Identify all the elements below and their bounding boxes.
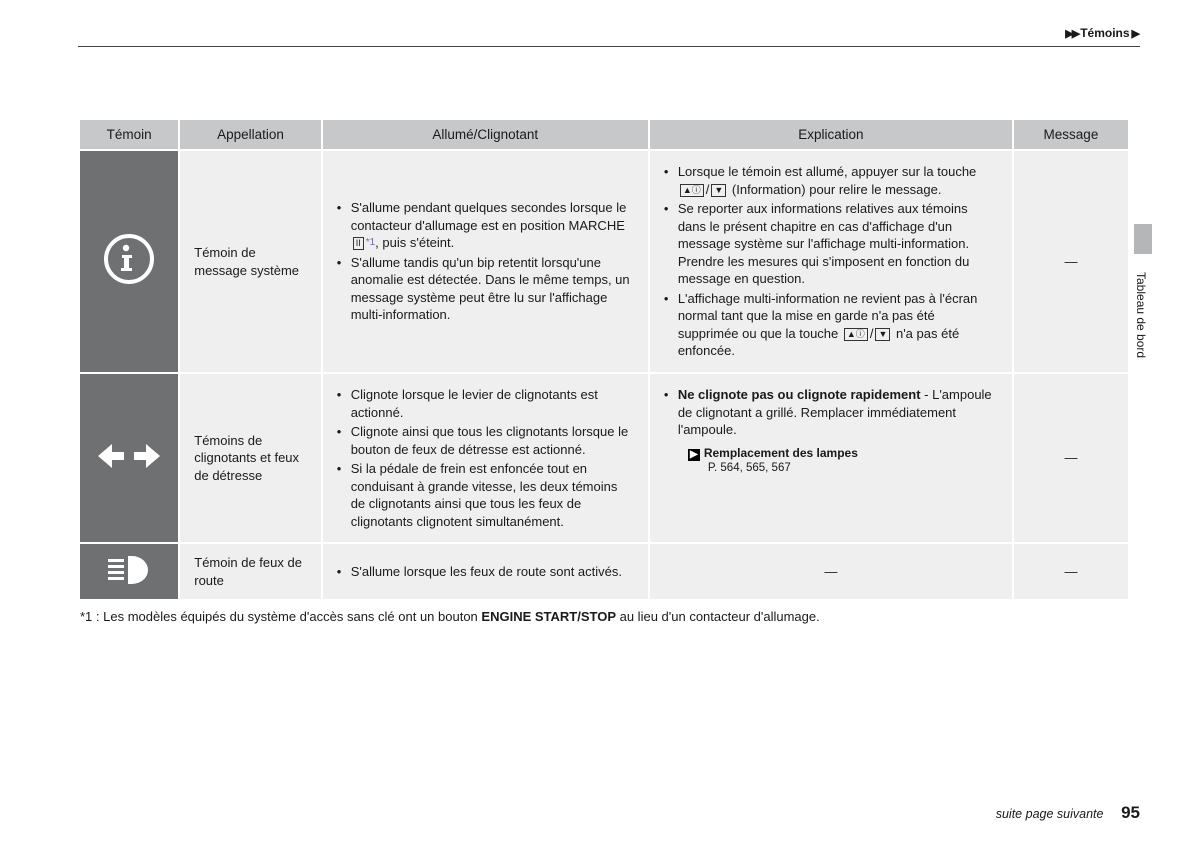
indicator-icon-cell [79, 373, 179, 543]
side-tab-marker [1134, 224, 1152, 254]
indicator-explanation: — [649, 543, 1013, 600]
indicator-lit: S'allume pendant quelques secondes lorsq… [322, 150, 649, 373]
indicator-lit: S'allume lorsque les feux de route sont … [322, 543, 649, 600]
indicator-explanation: Lorsque le témoin est allumé, appuyer su… [649, 150, 1013, 373]
main-content: Témoin Appellation Allumé/Clignotant Exp… [78, 118, 1130, 624]
continued-label: suite page suivante [996, 807, 1104, 821]
xref-marker-icon: ▶ [688, 449, 700, 461]
indicator-message: — [1013, 543, 1129, 600]
indicator-name: Témoins de clignotants et feux de détres… [179, 373, 321, 543]
breadcrumb-arrow-end: ▶ [1132, 28, 1138, 40]
page-number: 95 [1121, 803, 1140, 822]
indicator-name: Témoin de feux de route [179, 543, 321, 600]
list-item: Ne clignote pas ou clignote rapidement -… [676, 386, 998, 439]
info-down-button-icon: ▼ [875, 328, 890, 341]
breadcrumb-arrows: ▶▶ [1065, 28, 1078, 40]
ignition-ii-icon: II [353, 237, 364, 250]
info-icon [102, 232, 156, 286]
info-down-button-icon: ▼ [711, 184, 726, 197]
table-row: Témoin de feux de route S'allume lorsque… [79, 543, 1129, 600]
high-beam-icon [102, 550, 156, 590]
col-explication: Explication [649, 119, 1013, 150]
list-item: Si la pédale de frein est enfoncée tout … [349, 460, 634, 530]
indicators-table: Témoin Appellation Allumé/Clignotant Exp… [78, 118, 1130, 601]
breadcrumb: ▶▶Témoins▶ [1063, 26, 1140, 40]
header-rule [78, 46, 1140, 47]
side-tab: Tableau de bord [1134, 232, 1152, 462]
info-up-button-icon: ▲ⓘ [844, 328, 868, 341]
list-item: L'affichage multi-information ne revient… [676, 290, 998, 360]
indicator-icon-cell [79, 150, 179, 373]
cross-reference: ▶Remplacement des lampes [688, 445, 998, 461]
indicator-icon-cell [79, 543, 179, 600]
page-footer: suite page suivante 95 [996, 803, 1140, 823]
list-item: Clignote ainsi que tous les clignotants … [349, 423, 634, 458]
footnote: *1 : Les modèles équipés du système d'ac… [78, 609, 1130, 624]
list-item: Se reporter aux informations relatives a… [676, 200, 998, 288]
info-up-button-icon: ▲ⓘ [680, 184, 704, 197]
col-temoin: Témoin [79, 119, 179, 150]
list-item: S'allume pendant quelques secondes lorsq… [349, 199, 634, 252]
table-row: Témoins de clignotants et feux de détres… [79, 373, 1129, 543]
list-item: S'allume lorsque les feux de route sont … [349, 563, 634, 581]
indicator-lit: Clignote lorsque le levier de clignotant… [322, 373, 649, 543]
col-allume: Allumé/Clignotant [322, 119, 649, 150]
indicator-explanation: Ne clignote pas ou clignote rapidement -… [649, 373, 1013, 543]
turn-signal-icon [94, 438, 164, 474]
list-item: Clignote lorsque le levier de clignotant… [349, 386, 634, 421]
table-header-row: Témoin Appellation Allumé/Clignotant Exp… [79, 119, 1129, 150]
list-item: S'allume tandis qu'un bip retentit lorsq… [349, 254, 634, 324]
indicator-message: — [1013, 150, 1129, 373]
cross-reference-page: P. 564, 565, 567 [708, 461, 998, 477]
indicator-message: — [1013, 373, 1129, 543]
table-row: Témoin de message système S'allume penda… [79, 150, 1129, 373]
col-message: Message [1013, 119, 1129, 150]
breadcrumb-label: Témoins [1080, 26, 1129, 40]
side-tab-label: Tableau de bord [1134, 272, 1148, 358]
indicator-name: Témoin de message système [179, 150, 321, 373]
col-appellation: Appellation [179, 119, 321, 150]
list-item: Lorsque le témoin est allumé, appuyer su… [676, 163, 998, 198]
